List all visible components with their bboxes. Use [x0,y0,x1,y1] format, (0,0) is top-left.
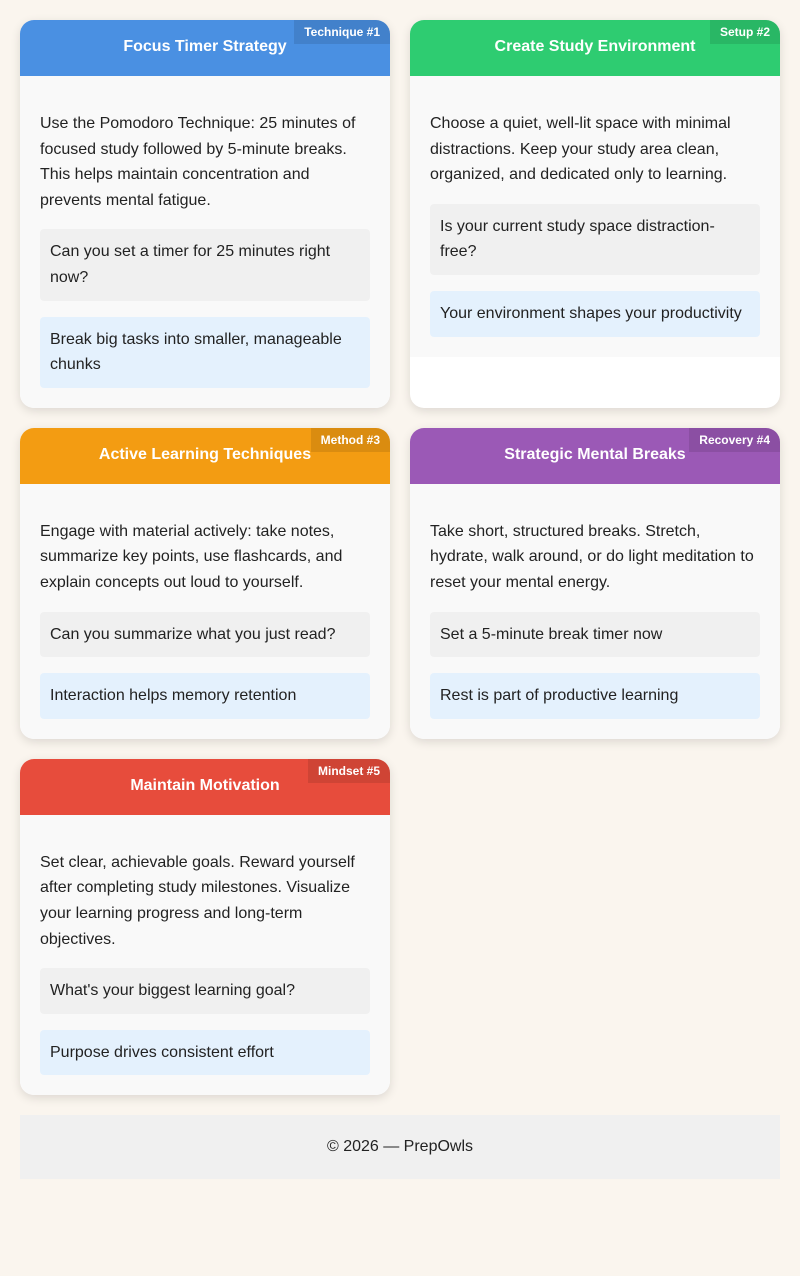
card-badge: Method #3 [310,427,390,452]
card-tip: Rest is part of productive learning [430,673,760,719]
card-tip: Interaction helps memory retention [40,673,370,719]
card-badge: Recovery #4 [689,427,780,452]
card-tip: Break big tasks into smaller, manageable… [40,316,370,388]
card-question: Set a 5-minute break timer now [430,611,760,658]
card-title: Maintain Motivation [130,776,280,794]
card-header: Maintain Motivation Mindset #5 [20,758,390,815]
card-tip: Your environment shapes your productivit… [430,290,760,337]
card-body: Set clear, achievable goals. Reward your… [20,814,390,1096]
card-body: Use the Pomodoro Technique: 25 minutes o… [20,76,390,408]
card-text: Set clear, achievable goals. Reward your… [40,853,355,948]
tip-card: Focus Timer Strategy Technique #1 Use th… [20,20,390,408]
card-question: Can you summarize what you just read? [40,611,370,658]
card-title: Focus Timer Strategy [123,38,287,55]
card-badge: Setup #2 [709,20,780,44]
card-title: Active Learning Techniques [98,445,312,463]
tip-card: Strategic Mental Breaks Recovery #4 Take… [410,427,780,739]
card-body: Take short, structured breaks. Stretch, … [410,483,780,739]
card-body: Engage with material actively: take note… [20,483,390,739]
card-tip: Purpose drives consistent effort [40,1029,370,1076]
tip-card: Active Learning Techniques Method #3 Eng… [20,427,390,739]
card-header: Create Study Environment Setup #2 [410,20,780,76]
card-title: Create Study Environment [494,38,696,55]
card-question: What's your biggest learning goal? [40,968,370,1014]
card-text: Engage with material actively: take note… [40,522,343,591]
card-question: Is your current study space distraction-… [430,203,760,275]
card-text: Choose a quiet, well-lit space with mini… [430,115,731,184]
card-question: Can you set a timer for 25 minutes right… [40,229,370,301]
tip-card: Maintain Motivation Mindset #5 Set clear… [20,758,390,1096]
card-header: Active Learning Techniques Method #3 [20,427,390,484]
card-header: Strategic Mental Breaks Recovery #4 [410,427,780,484]
tip-card: Create Study Environment Setup #2 Choose… [410,20,780,408]
card-text: Take short, structured breaks. Stretch, … [430,522,754,591]
footer-text: © 2026 — PrepOwls [326,1138,474,1156]
cards-grid: Focus Timer Strategy Technique #1 Use th… [20,20,780,1096]
card-text: Use the Pomodoro Technique: 25 minutes o… [40,115,356,209]
card-title: Strategic Mental Breaks [504,445,686,463]
card-badge: Technique #1 [294,20,390,44]
card-header: Focus Timer Strategy Technique #1 [20,20,390,76]
card-body: Choose a quiet, well-lit space with mini… [410,76,780,357]
footer: © 2026 — PrepOwls [20,1115,780,1180]
card-badge: Mindset #5 [307,758,390,783]
